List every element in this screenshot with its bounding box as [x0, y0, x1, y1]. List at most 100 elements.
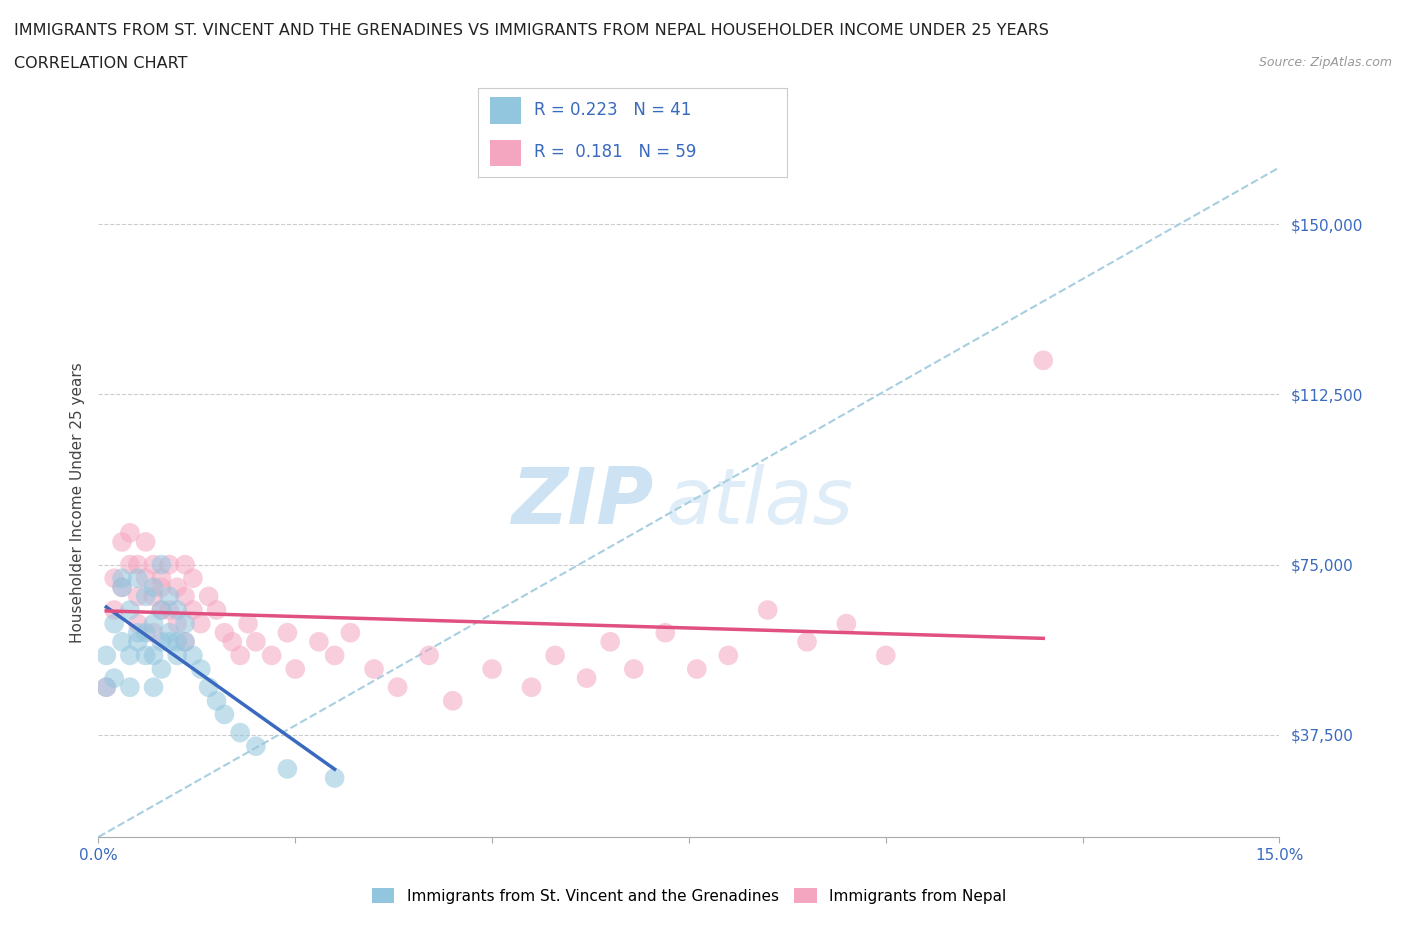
Point: [229, 648, 252, 663]
Point: [174, 617, 197, 631]
Point: [276, 625, 298, 640]
Point: [835, 617, 858, 631]
Point: [157, 557, 180, 572]
Point: [875, 648, 897, 663]
Point: [190, 617, 212, 631]
Point: [481, 661, 503, 676]
Point: [181, 648, 204, 663]
Text: IMMIGRANTS FROM ST. VINCENT AND THE GRENADINES VS IMMIGRANTS FROM NEPAL HOUSEHOL: IMMIGRANTS FROM ST. VINCENT AND THE GREN…: [14, 23, 1049, 38]
Point: [150, 571, 173, 586]
Point: [166, 580, 188, 595]
Point: [181, 571, 204, 586]
Point: [127, 634, 149, 649]
Point: [103, 571, 125, 586]
Point: [197, 589, 219, 604]
Point: [111, 535, 134, 550]
Point: [135, 571, 157, 586]
Point: [118, 525, 141, 540]
Point: [157, 625, 180, 640]
Point: [276, 762, 298, 777]
Point: [260, 648, 283, 663]
Y-axis label: Householder Income Under 25 years: Householder Income Under 25 years: [69, 362, 84, 643]
Point: [127, 589, 149, 604]
Point: [229, 725, 252, 740]
Point: [245, 738, 267, 753]
Point: [221, 634, 243, 649]
FancyBboxPatch shape: [491, 140, 522, 166]
Point: [323, 648, 346, 663]
Point: [166, 603, 188, 618]
Point: [166, 617, 188, 631]
Text: R =  0.181   N = 59: R = 0.181 N = 59: [534, 143, 696, 162]
Point: [197, 680, 219, 695]
Point: [103, 603, 125, 618]
Point: [245, 634, 267, 649]
Point: [142, 648, 165, 663]
Point: [686, 661, 709, 676]
Point: [111, 571, 134, 586]
Text: atlas: atlas: [665, 464, 853, 540]
Point: [190, 661, 212, 676]
Point: [520, 680, 543, 695]
Point: [135, 648, 157, 663]
Point: [142, 557, 165, 572]
Point: [284, 661, 307, 676]
Point: [150, 603, 173, 618]
Point: [135, 535, 157, 550]
Point: [142, 580, 165, 595]
Point: [363, 661, 385, 676]
Point: [174, 634, 197, 649]
Text: ZIP: ZIP: [512, 464, 654, 540]
Point: [150, 557, 173, 572]
Point: [111, 580, 134, 595]
Point: [205, 694, 228, 709]
Point: [418, 648, 440, 663]
Point: [323, 771, 346, 786]
Point: [166, 648, 188, 663]
Point: [118, 603, 141, 618]
Point: [135, 625, 157, 640]
Point: [157, 603, 180, 618]
Point: [441, 694, 464, 709]
Point: [157, 634, 180, 649]
Point: [174, 557, 197, 572]
Point: [387, 680, 409, 695]
Point: [103, 617, 125, 631]
Point: [599, 634, 621, 649]
FancyBboxPatch shape: [491, 98, 522, 124]
Point: [111, 634, 134, 649]
Point: [623, 661, 645, 676]
Point: [717, 648, 740, 663]
Point: [308, 634, 330, 649]
Point: [544, 648, 567, 663]
Point: [1032, 352, 1054, 367]
Point: [127, 625, 149, 640]
Point: [150, 603, 173, 618]
Point: [118, 557, 141, 572]
Point: [127, 617, 149, 631]
Text: R = 0.223   N = 41: R = 0.223 N = 41: [534, 101, 692, 119]
Point: [142, 680, 165, 695]
Point: [150, 634, 173, 649]
Point: [756, 603, 779, 618]
Point: [103, 671, 125, 685]
Point: [339, 625, 361, 640]
Point: [142, 617, 165, 631]
Point: [166, 634, 188, 649]
Text: Source: ZipAtlas.com: Source: ZipAtlas.com: [1258, 56, 1392, 69]
Point: [214, 625, 236, 640]
Point: [150, 580, 173, 595]
Text: CORRELATION CHART: CORRELATION CHART: [14, 56, 187, 71]
Point: [236, 617, 259, 631]
Point: [127, 557, 149, 572]
Point: [118, 648, 141, 663]
Point: [135, 589, 157, 604]
Point: [575, 671, 598, 685]
Point: [174, 589, 197, 604]
Point: [174, 634, 197, 649]
Point: [96, 648, 118, 663]
Point: [142, 589, 165, 604]
Point: [796, 634, 818, 649]
Point: [111, 580, 134, 595]
Legend: Immigrants from St. Vincent and the Grenadines, Immigrants from Nepal: Immigrants from St. Vincent and the Gren…: [366, 882, 1012, 910]
